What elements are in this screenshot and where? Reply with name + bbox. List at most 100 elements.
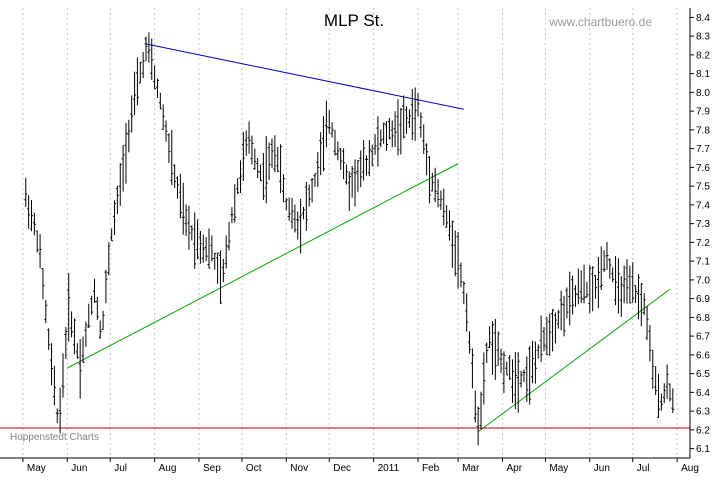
price-bar: [668, 383, 672, 402]
price-bar: [399, 107, 403, 155]
price-bar: [52, 365, 56, 406]
trend-line: [144, 43, 464, 110]
x-tick-label: 2011: [378, 463, 400, 474]
price-bar: [81, 336, 85, 363]
price-bar: [582, 264, 586, 304]
price-bar: [482, 352, 486, 405]
y-tick-label: 6.4: [696, 388, 710, 399]
x-tick-label: Jun: [594, 463, 610, 474]
price-bar: [316, 151, 320, 188]
x-axis-ticks: May Jun Jul Aug Sep Oct Nov Dec 2011 Feb Mar Apr May…: [22, 458, 699, 474]
price-bar: [470, 348, 474, 389]
price-bar: [493, 318, 497, 380]
price-bar: [138, 61, 142, 84]
price-bar: [662, 383, 666, 404]
price-bar: [196, 219, 200, 260]
y-tick-label: 7.6: [696, 163, 710, 174]
price-bar: [671, 388, 675, 414]
price-bar: [155, 78, 159, 98]
price-bar: [539, 315, 543, 362]
price-bar: [101, 310, 105, 330]
price-bar: [608, 258, 612, 279]
price-bar: [98, 320, 102, 339]
price-bar: [436, 179, 440, 208]
price-bar: [187, 205, 191, 250]
price-bar: [72, 318, 76, 355]
price-bar: [573, 285, 577, 307]
price-bar: [642, 293, 646, 315]
price-bar: [150, 38, 154, 80]
price-bar: [548, 313, 552, 356]
price-bar: [327, 110, 331, 134]
price-bar: [64, 327, 68, 360]
y-tick-label: 6.2: [696, 425, 710, 436]
price-bar: [173, 164, 177, 188]
price-bar: [648, 325, 652, 362]
price-bar: [596, 256, 600, 309]
price-bar: [90, 295, 94, 315]
price-bar: [382, 122, 386, 144]
price-bar: [279, 144, 283, 194]
price-bar: [301, 206, 305, 220]
price-bar: [459, 262, 463, 288]
price-bar: [84, 321, 88, 347]
price-bar: [164, 120, 168, 142]
price-bar: [47, 328, 51, 350]
price-bar: [465, 293, 469, 332]
price-bar: [611, 267, 615, 283]
y-tick-label: 7.3: [696, 219, 710, 230]
price-bar: [113, 200, 117, 236]
price-bar: [44, 300, 48, 324]
price-bar: [110, 228, 114, 242]
price-bar: [267, 142, 271, 181]
price-bar: [158, 92, 162, 110]
price-bar: [50, 343, 54, 386]
price-bar: [353, 159, 357, 207]
price-bar: [27, 194, 31, 229]
price-bar: [210, 235, 214, 262]
price-bar: [347, 171, 351, 211]
price-bar: [207, 228, 211, 269]
price-bar: [29, 200, 33, 232]
price-bar: [390, 120, 394, 148]
price-bar: [433, 167, 437, 203]
price-bar: [161, 104, 165, 131]
price-bar: [144, 36, 148, 62]
price-bar: [78, 339, 82, 399]
price-bar: [296, 211, 300, 240]
y-tick-label: 6.3: [696, 407, 710, 418]
y-tick-label: 8.0: [696, 88, 710, 99]
price-bar: [376, 116, 380, 167]
price-bar: [473, 390, 477, 423]
price-bar: [276, 147, 280, 173]
x-tick-label: Jun: [71, 463, 87, 474]
price-bar: [336, 141, 340, 161]
price-bar: [636, 274, 640, 320]
price-bar: [253, 148, 257, 170]
price-bar: [565, 287, 569, 319]
x-tick-label: Apr: [506, 463, 522, 474]
price-bar: [385, 121, 389, 151]
price-bar: [193, 212, 197, 269]
price-bar: [287, 197, 291, 221]
price-bar: [364, 155, 368, 176]
price-bar: [167, 133, 171, 163]
price-bar: [602, 250, 606, 273]
price-bar: [490, 321, 494, 375]
price-bar: [370, 144, 374, 167]
price-bar: [533, 341, 537, 384]
price-bar: [307, 184, 311, 207]
price-bar: [367, 140, 371, 177]
price-bar: [568, 271, 572, 326]
price-bar: [616, 258, 620, 314]
x-tick-label: Jul: [637, 463, 650, 474]
trend-lines: [0, 43, 690, 433]
price-bar: [476, 406, 480, 446]
price-bar: [221, 258, 225, 283]
y-tick-label: 6.9: [696, 294, 710, 305]
x-tick-label: Nov: [290, 463, 308, 474]
price-bar: [344, 164, 348, 185]
price-bar: [427, 156, 431, 204]
y-tick-label: 7.4: [696, 200, 710, 211]
price-bar: [356, 159, 360, 192]
